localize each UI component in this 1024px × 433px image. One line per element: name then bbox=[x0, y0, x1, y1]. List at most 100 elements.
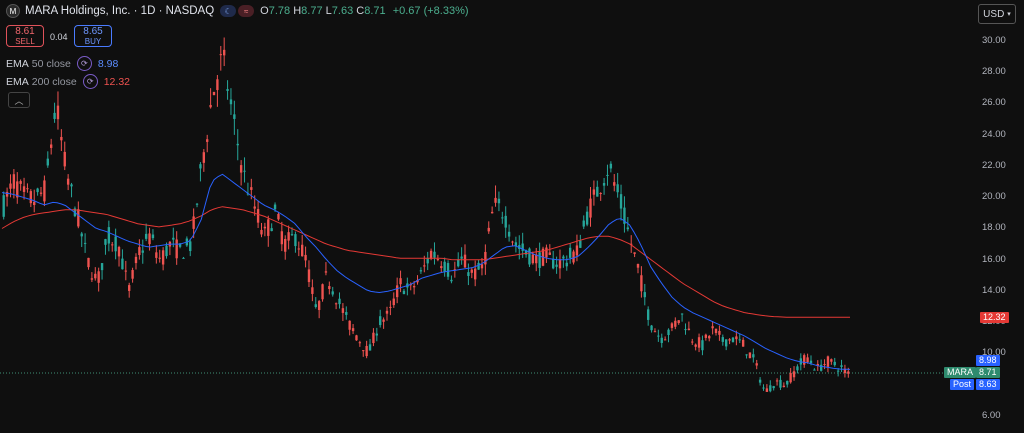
candle-body bbox=[9, 183, 12, 189]
collapse-legend-button[interactable]: ︿ bbox=[8, 92, 30, 108]
candle-body bbox=[592, 189, 596, 195]
post-market-label: Post bbox=[950, 379, 975, 390]
candle-body bbox=[399, 278, 402, 285]
candle-body bbox=[843, 368, 847, 374]
candle-body bbox=[46, 158, 49, 166]
candle-body bbox=[39, 192, 43, 194]
candle-body bbox=[640, 275, 643, 292]
candle-body bbox=[219, 54, 222, 56]
candle-body bbox=[273, 204, 277, 210]
candle-body bbox=[562, 256, 565, 259]
candle-body bbox=[290, 234, 294, 236]
close-key: C bbox=[356, 5, 365, 17]
candle-body bbox=[616, 184, 619, 193]
candle-body bbox=[555, 264, 558, 267]
tick-label: 20.00 bbox=[982, 191, 1006, 202]
buy-button[interactable]: 8.65 BUY bbox=[74, 25, 112, 47]
candle-body bbox=[368, 344, 372, 351]
candle-body bbox=[623, 207, 626, 224]
candle-body bbox=[124, 270, 127, 272]
tick-label: 22.00 bbox=[982, 160, 1006, 171]
candle-body bbox=[531, 254, 535, 264]
candle-body bbox=[792, 371, 796, 378]
candle-body bbox=[443, 261, 446, 272]
candle-body bbox=[775, 380, 779, 382]
ema200-price-tag: 12.32 bbox=[980, 312, 1009, 323]
candle-body bbox=[117, 246, 121, 257]
candle-body bbox=[260, 229, 263, 235]
candle-body bbox=[63, 151, 66, 167]
candle-body bbox=[473, 268, 477, 280]
candle-body bbox=[440, 266, 443, 269]
candle-body bbox=[684, 329, 687, 331]
candle-body bbox=[782, 385, 786, 388]
candle-body bbox=[256, 209, 260, 223]
candle-body bbox=[572, 251, 575, 263]
sync-icon[interactable]: ⟳ bbox=[76, 56, 92, 71]
approx-icon[interactable]: ≈ bbox=[238, 5, 255, 17]
candle-body bbox=[202, 152, 206, 163]
candle-body bbox=[60, 136, 63, 141]
ema200-value: 12.32 bbox=[103, 75, 130, 88]
currency-selector[interactable]: USD ▾ bbox=[978, 4, 1016, 24]
candle-body bbox=[840, 365, 843, 367]
candle-body bbox=[484, 251, 487, 265]
candle-body bbox=[375, 333, 379, 336]
candle-body bbox=[246, 193, 250, 195]
candle-body bbox=[772, 386, 775, 389]
candle-body bbox=[575, 245, 579, 256]
candle-body bbox=[467, 272, 470, 276]
candle-body bbox=[33, 201, 36, 206]
symbol-title[interactable]: MARA Holdings, Inc. · 1D · NASDAQ bbox=[25, 5, 215, 17]
candle-body bbox=[423, 265, 426, 267]
candle-body bbox=[470, 269, 473, 273]
candle-body bbox=[355, 335, 358, 341]
candle-body bbox=[402, 290, 406, 295]
candle-body bbox=[833, 361, 836, 366]
candle-body bbox=[691, 341, 694, 343]
candle-body bbox=[701, 340, 704, 351]
candle-body bbox=[297, 248, 300, 250]
candle-body bbox=[206, 139, 209, 142]
candle-body bbox=[334, 303, 338, 305]
ema50-price-tag: 8.98 bbox=[976, 355, 1000, 366]
candle-body bbox=[243, 170, 246, 172]
candle-body bbox=[236, 143, 239, 146]
mara-logo-icon: M bbox=[6, 4, 20, 18]
symbol-legend: M MARA Holdings, Inc. · 1D · NASDAQ ☾ ≈ … bbox=[6, 4, 469, 18]
moon-icon[interactable]: ☾ bbox=[220, 5, 237, 17]
tick-label: 28.00 bbox=[982, 66, 1006, 77]
candle-body bbox=[294, 234, 297, 247]
sell-button[interactable]: 8.61 SELL bbox=[6, 25, 44, 47]
candle-body bbox=[222, 49, 226, 56]
candle-body bbox=[460, 256, 463, 259]
ema200-legend[interactable]: EMA 200 close ⟳ 12.32 bbox=[6, 74, 130, 89]
candle-body bbox=[626, 227, 630, 230]
candle-body bbox=[114, 236, 117, 252]
candle-body bbox=[189, 241, 192, 252]
candle-body bbox=[457, 259, 460, 267]
candle-body bbox=[823, 364, 826, 366]
ema50-legend[interactable]: EMA 50 close ⟳ 8.98 bbox=[6, 56, 118, 71]
candle-body bbox=[657, 335, 660, 337]
candle-body bbox=[97, 271, 100, 283]
candle-body bbox=[602, 183, 606, 186]
candle-body bbox=[36, 188, 39, 193]
candle-body bbox=[412, 286, 416, 288]
change-value: +0.67 (+8.33%) bbox=[392, 5, 469, 17]
candle-body bbox=[104, 239, 107, 245]
candle-body bbox=[267, 219, 270, 236]
candle-body bbox=[796, 366, 799, 371]
ema50-params: 50 close bbox=[31, 57, 71, 70]
candle-body bbox=[2, 195, 5, 217]
candle-body bbox=[263, 226, 267, 229]
candle-body bbox=[663, 339, 667, 341]
sync-icon[interactable]: ⟳ bbox=[82, 74, 98, 89]
candle-body bbox=[480, 264, 484, 269]
tick-label: 6.00 bbox=[982, 410, 1001, 421]
candle-body bbox=[29, 191, 33, 204]
candle-body bbox=[501, 217, 504, 219]
sell-price: 8.61 bbox=[15, 26, 35, 37]
candle-body bbox=[830, 359, 833, 362]
